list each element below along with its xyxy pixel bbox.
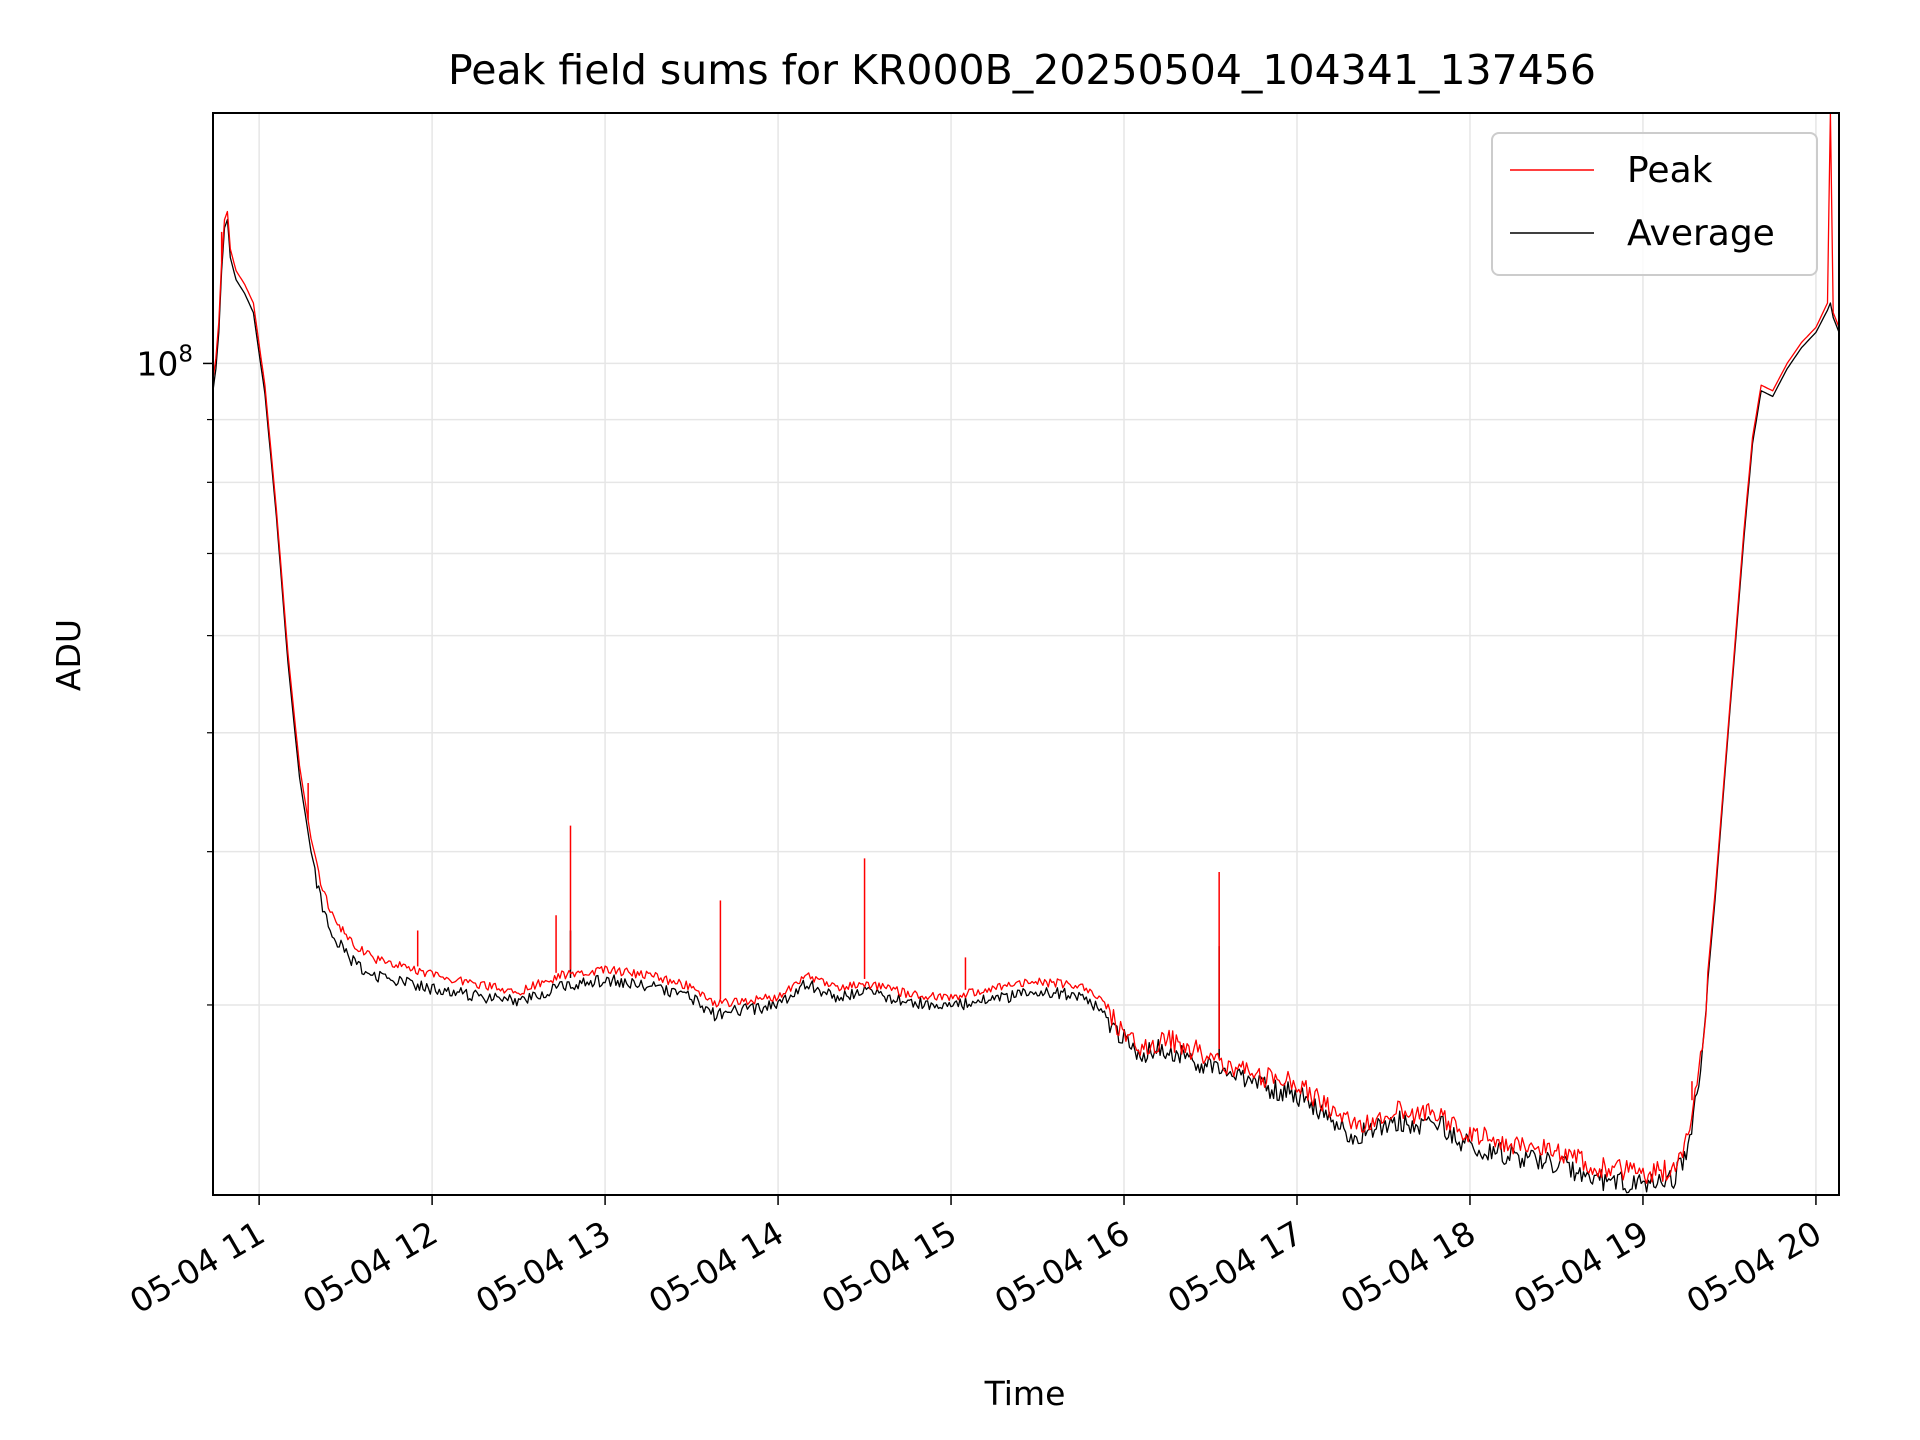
legend-label-average: Average: [1627, 213, 1775, 254]
y-axis: 108: [136, 341, 213, 1006]
series-line-average: [213, 218, 1839, 1194]
legend-label-peak: Peak: [1627, 150, 1713, 191]
chart-title: Peak field sums for KR000B_20250504_1043…: [448, 46, 1596, 94]
series-line-peak: [213, 113, 1839, 1184]
legend: Peak Average: [1491, 132, 1818, 276]
series-layer: [213, 113, 1839, 1194]
legend-box: [1491, 132, 1818, 276]
x-axis-label: Time: [984, 1374, 1066, 1413]
y-tick-label: 108: [136, 341, 193, 383]
grid-lines: [213, 113, 1839, 1195]
y-axis-label: ADU: [49, 619, 88, 691]
plot-frame: [212, 112, 1840, 1196]
